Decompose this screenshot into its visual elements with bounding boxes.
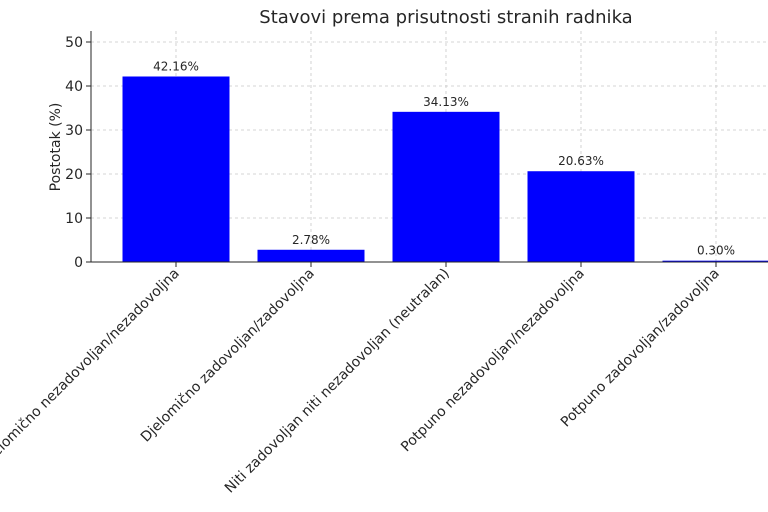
data-label: 42.16% <box>153 59 199 73</box>
data-label: 34.13% <box>423 95 469 109</box>
y-tick-label: 40 <box>65 79 83 95</box>
axes <box>86 31 768 267</box>
y-tick-label: 50 <box>65 35 83 51</box>
y-tick-label: 30 <box>65 123 83 139</box>
data-label: 20.63% <box>558 154 604 168</box>
labels: 0 10 20 30 40 50 42.16% Djelomično nezadovoljan… <box>0 35 735 496</box>
y-tick-label: 10 <box>65 211 83 227</box>
x-tick-label: Niti zadovoljan niti nezadovoljan (neutr… <box>222 266 453 497</box>
bar <box>392 111 500 262</box>
chart-title: Stavovi prema prisutnosti stranih radnik… <box>259 7 632 28</box>
bars <box>122 76 768 262</box>
data-label: 0.30% <box>697 244 735 258</box>
data-label: 2.78% <box>292 233 330 247</box>
y-tick-label: 20 <box>65 167 83 183</box>
bar <box>257 249 365 262</box>
bar <box>527 171 635 262</box>
x-tick-label: Potpuno zadovoljan/zadovoljna <box>558 266 723 431</box>
y-axis-label: Postotak (%) <box>48 103 64 192</box>
bar <box>662 260 768 262</box>
bar <box>122 76 230 262</box>
y-tick-label: 0 <box>74 255 83 271</box>
x-tick-label: Djelomično nezadovoljan/nezadovoljna <box>0 266 183 471</box>
